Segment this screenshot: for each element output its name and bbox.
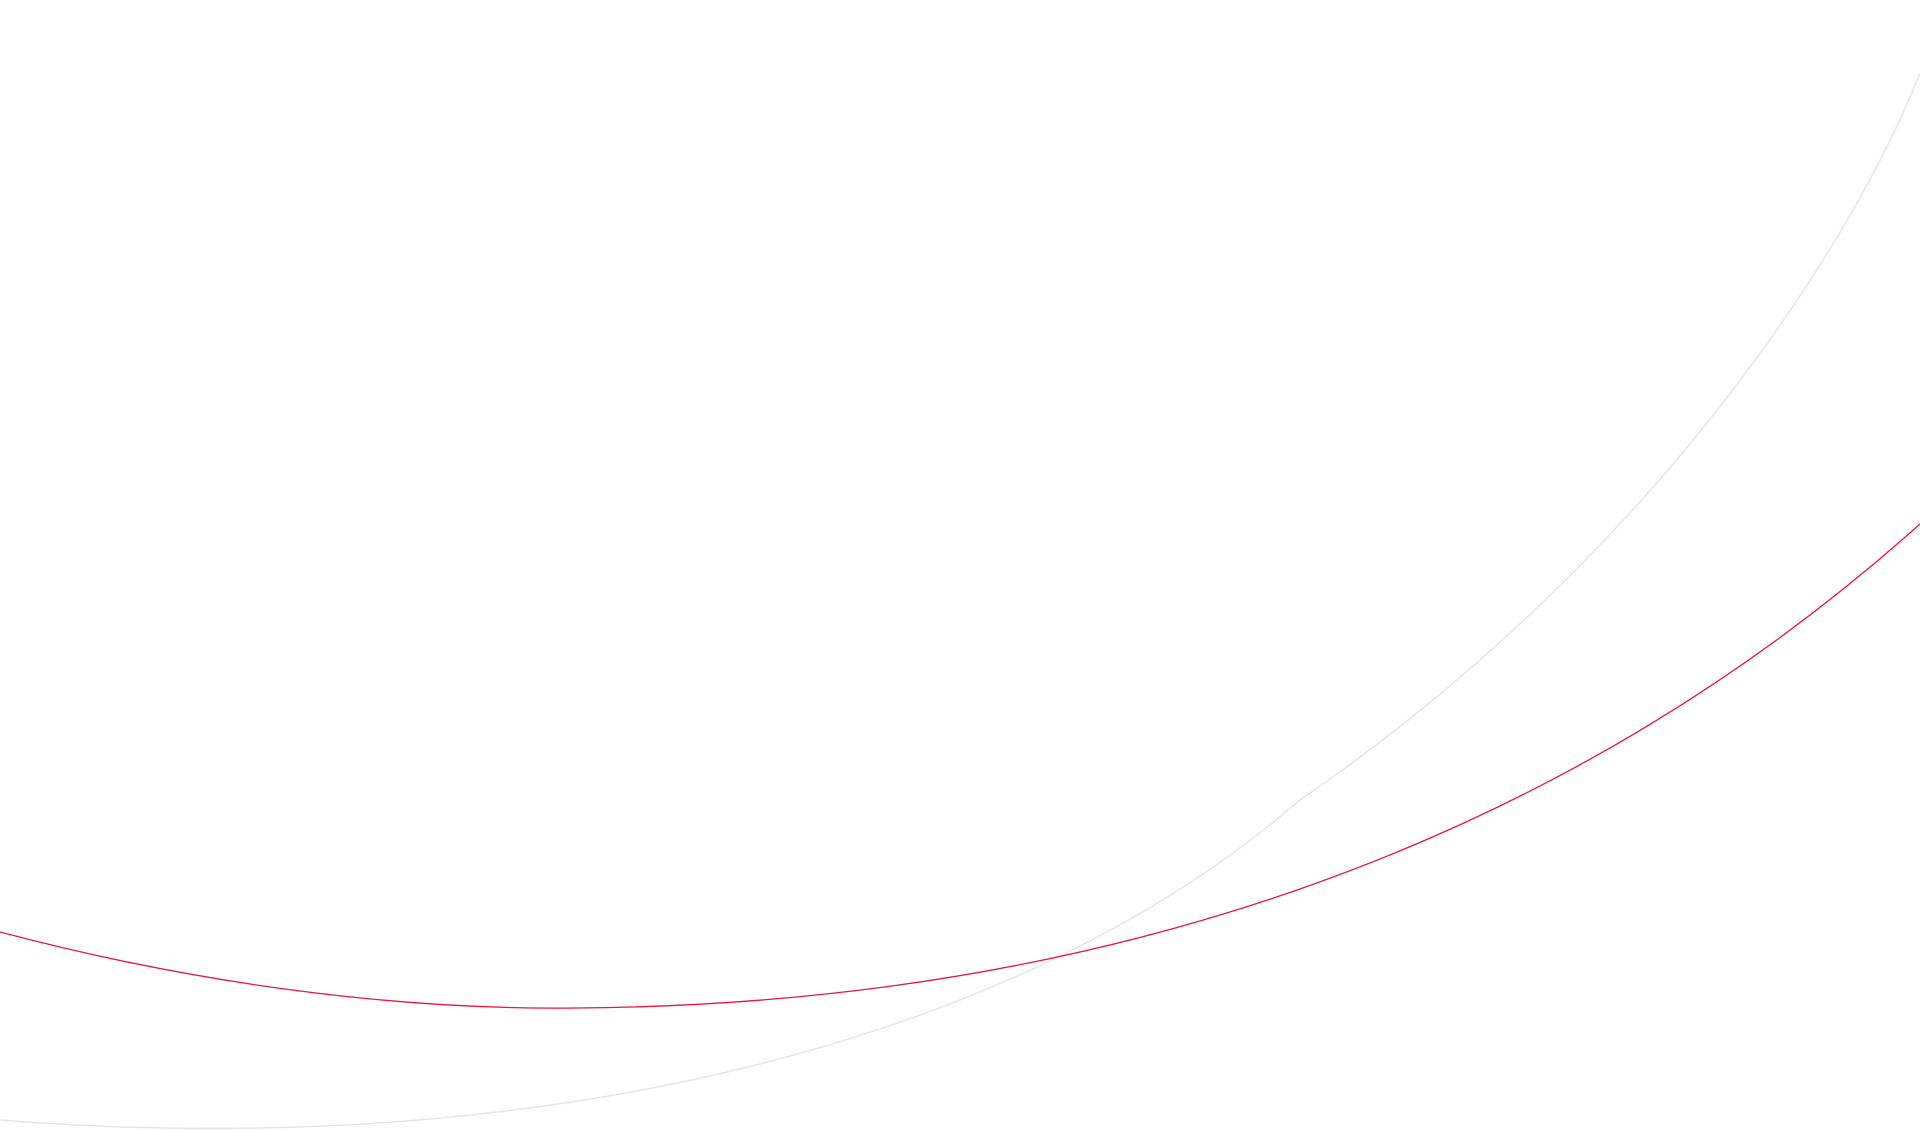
subtle-gray-curve [0, 72, 1920, 1130]
accent-red-curve [0, 523, 1920, 1009]
